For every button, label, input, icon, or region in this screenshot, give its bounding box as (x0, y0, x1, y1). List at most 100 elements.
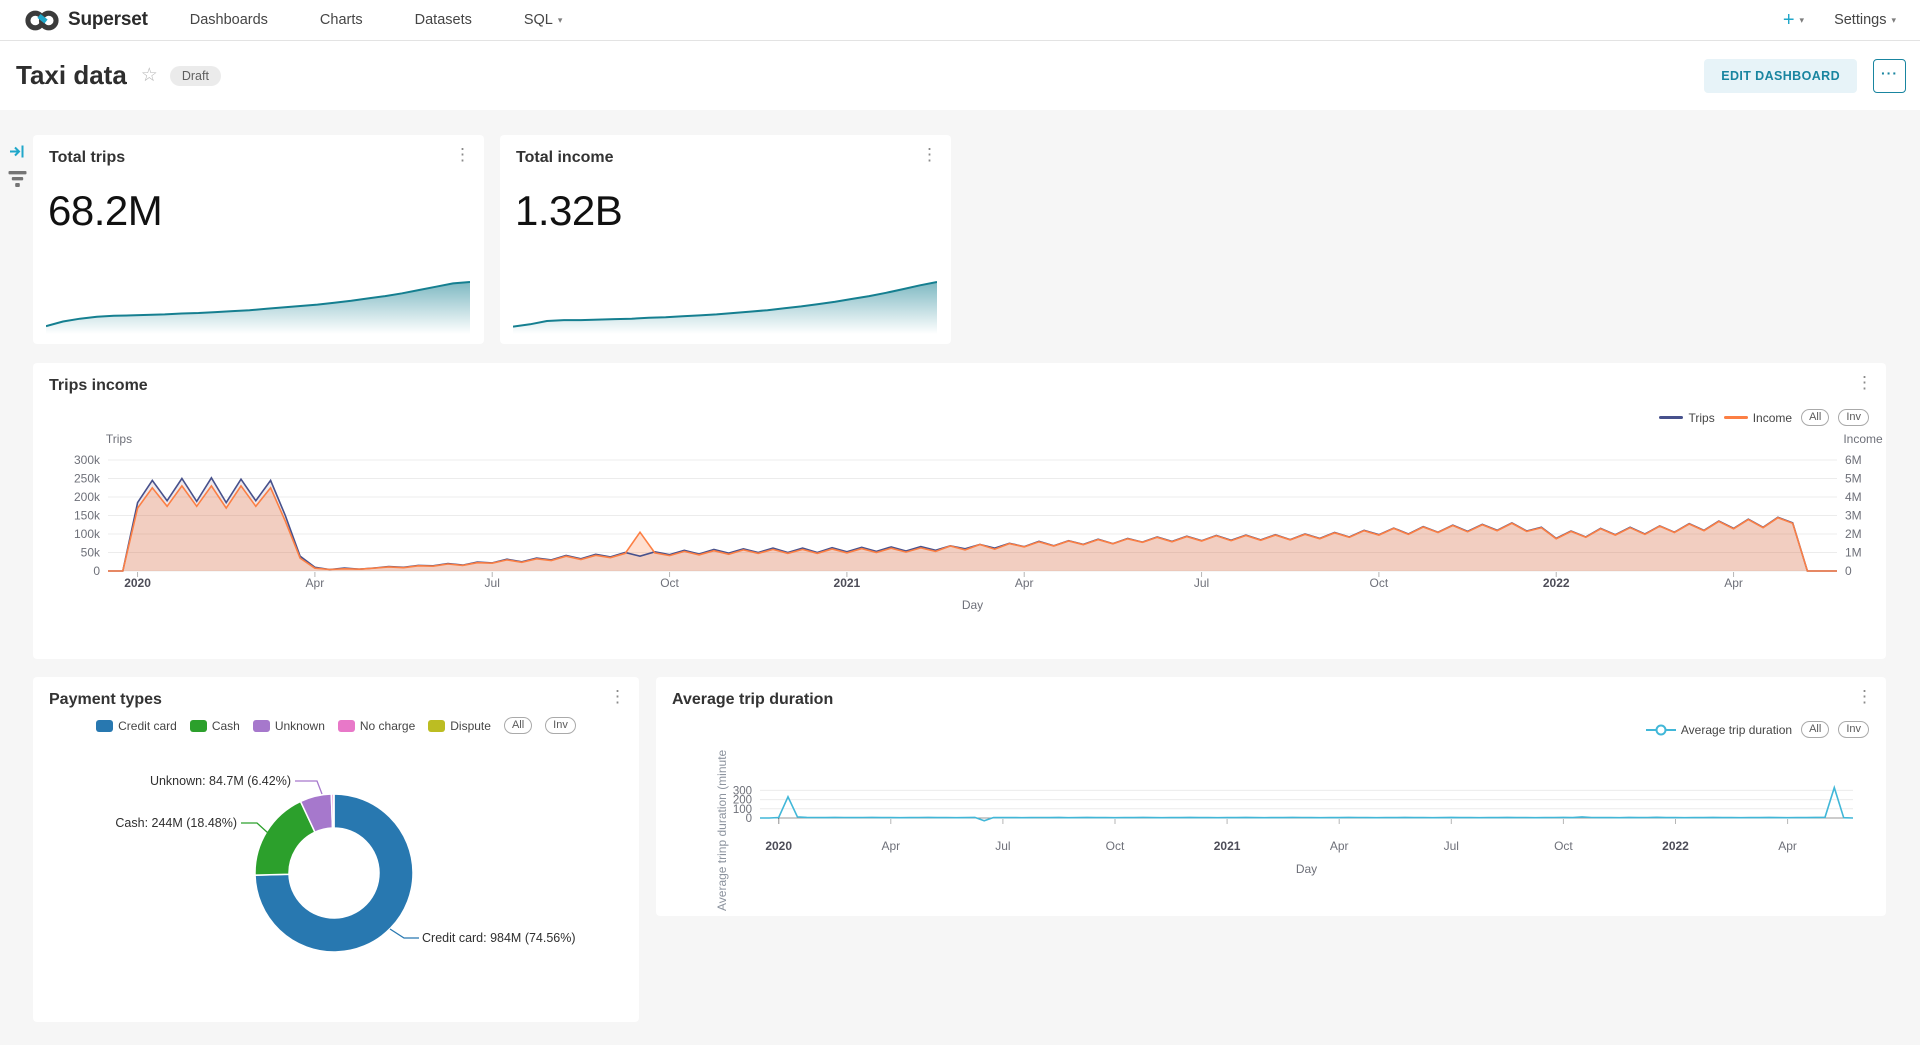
svg-text:Apr: Apr (881, 839, 900, 853)
draft-badge: Draft (169, 65, 221, 86)
svg-text:Trips: Trips (106, 432, 132, 446)
svg-text:5M: 5M (1845, 472, 1862, 486)
legend-inv-button[interactable]: Inv (545, 717, 576, 734)
chart-title: Total income (516, 149, 614, 166)
edit-dashboard-button[interactable]: EDIT DASHBOARD (1704, 58, 1857, 93)
nav-dashboards[interactable]: Dashboards (189, 12, 268, 28)
total-trips-card: Total trips ⋮ 68.2M (33, 135, 484, 344)
payment-types-card: Payment types ⋮ Credit card Cash Unknown… (33, 677, 639, 1022)
legend-dispute[interactable]: Dispute (428, 719, 491, 733)
top-navbar: Superset Dashboards Charts Datasets SQL … (0, 0, 1920, 41)
svg-text:Apr: Apr (1330, 839, 1349, 853)
superset-infinity-icon (25, 10, 59, 30)
svg-text:1M: 1M (1845, 546, 1862, 560)
caret-down-icon: ▾ (1891, 14, 1896, 25)
svg-text:Oct: Oct (660, 576, 679, 590)
superset-logo[interactable]: Superset (24, 9, 148, 32)
legend-inv-button[interactable]: Inv (1838, 409, 1869, 426)
svg-text:50k: 50k (81, 546, 101, 560)
settings-menu[interactable]: Settings ▾ (1834, 12, 1896, 28)
filter-funnel-icon[interactable] (8, 170, 27, 193)
favorite-star-icon[interactable]: ☆ (140, 65, 158, 86)
svg-text:Income: Income (1843, 432, 1883, 446)
svg-text:100k: 100k (74, 527, 101, 541)
credit-card-swatch (96, 719, 114, 732)
kebab-menu-icon[interactable]: ⋮ (1856, 687, 1873, 706)
svg-text:Jul: Jul (1194, 576, 1209, 590)
svg-text:Oct: Oct (1370, 576, 1389, 590)
total-trips-value: 68.2M (48, 187, 163, 234)
svg-text:2020: 2020 (124, 576, 151, 590)
legend-income[interactable]: Income (1723, 411, 1792, 425)
chart-title: Average trip duration (672, 691, 834, 708)
more-actions-button[interactable]: ··· (1873, 58, 1906, 93)
svg-text:2022: 2022 (1662, 839, 1689, 853)
unknown-swatch (252, 719, 270, 732)
svg-text:0: 0 (1845, 564, 1852, 578)
svg-text:250k: 250k (74, 472, 101, 486)
nav-datasets[interactable]: Datasets (414, 12, 472, 28)
legend-trips[interactable]: Trips (1659, 411, 1715, 425)
caret-down-icon: ▾ (1799, 14, 1805, 25)
plus-icon: + (1782, 9, 1795, 31)
legend-all-button[interactable]: All (1801, 721, 1830, 738)
svg-text:Jul: Jul (1444, 839, 1459, 853)
nav-charts[interactable]: Charts (319, 12, 363, 28)
svg-text:Apr: Apr (306, 576, 325, 590)
trips-income-card: Trips income ⋮ Trips Income All Inv 300k… (33, 363, 1886, 659)
line-circle-marker-icon (1645, 724, 1676, 735)
svg-text:2022: 2022 (1543, 576, 1570, 590)
kebab-menu-icon[interactable]: ⋮ (609, 687, 626, 706)
navbar-right: + ▾ Settings ▾ (1783, 10, 1896, 30)
income-swatch (1723, 416, 1748, 419)
svg-text:Oct: Oct (1554, 839, 1573, 853)
svg-text:4M: 4M (1845, 490, 1862, 504)
payment-types-legend: Credit card Cash Unknown No charge Dispu… (49, 717, 623, 734)
no-charge-swatch (337, 719, 355, 732)
legend-inv-button[interactable]: Inv (1838, 721, 1869, 738)
cash-swatch (189, 719, 207, 732)
legend-unknown[interactable]: Unknown (252, 719, 325, 733)
legend-all-button[interactable]: All (503, 717, 533, 734)
caret-down-icon: ▾ (557, 14, 563, 25)
svg-text:2M: 2M (1845, 527, 1862, 541)
svg-text:Average trinp duration (minute: Average trinp duration (minute (715, 749, 729, 911)
total-trips-sparkline (46, 279, 470, 334)
chart-title: Trips income (49, 377, 148, 394)
legend-cash[interactable]: Cash (189, 719, 240, 733)
svg-text:300: 300 (733, 785, 752, 797)
trips-income-legend: Trips Income All Inv (1659, 409, 1869, 426)
dashboard-grid: Total trips ⋮ 68.2M Total income ⋮ 1.32B… (0, 110, 1920, 1044)
legend-credit-card[interactable]: Credit card (96, 719, 177, 733)
svg-text:Apr: Apr (1778, 839, 1797, 853)
svg-text:Oct: Oct (1106, 839, 1125, 853)
svg-text:300k: 300k (74, 453, 101, 467)
avg-duration-legend: Average trip duration All Inv (1645, 721, 1869, 738)
svg-text:200: 200 (733, 795, 752, 807)
svg-text:Day: Day (962, 598, 983, 612)
new-button[interactable]: + ▾ (1783, 10, 1804, 30)
kebab-menu-icon[interactable]: ⋮ (1856, 373, 1873, 392)
legend-all-button[interactable]: All (1801, 409, 1830, 426)
svg-text:Jul: Jul (995, 839, 1010, 853)
svg-text:Unknown: 84.7M (6.42%): Unknown: 84.7M (6.42%) (150, 774, 291, 788)
svg-text:Jul: Jul (485, 576, 500, 590)
page-title: Taxi data (16, 60, 127, 90)
nav-sql[interactable]: SQL ▾ (523, 12, 563, 28)
svg-text:Day: Day (1296, 862, 1317, 876)
legend-avg-duration[interactable]: Average trip duration (1645, 723, 1792, 737)
svg-text:6M: 6M (1845, 453, 1862, 467)
chart-title: Payment types (49, 691, 162, 708)
svg-text:Apr: Apr (1724, 576, 1743, 590)
svg-text:Apr: Apr (1015, 576, 1034, 590)
svg-text:3M: 3M (1845, 509, 1862, 523)
kebab-menu-icon[interactable]: ⋮ (921, 145, 938, 164)
kebab-menu-icon[interactable]: ⋮ (454, 145, 471, 164)
svg-text:0: 0 (93, 564, 100, 578)
expand-filter-bar-icon[interactable] (9, 143, 26, 165)
trips-swatch (1659, 416, 1684, 419)
svg-text:2020: 2020 (765, 839, 792, 853)
main-nav: Dashboards Charts Datasets SQL ▾ (190, 12, 563, 28)
chart-title: Total trips (49, 149, 126, 166)
legend-no-charge[interactable]: No charge (337, 719, 415, 733)
